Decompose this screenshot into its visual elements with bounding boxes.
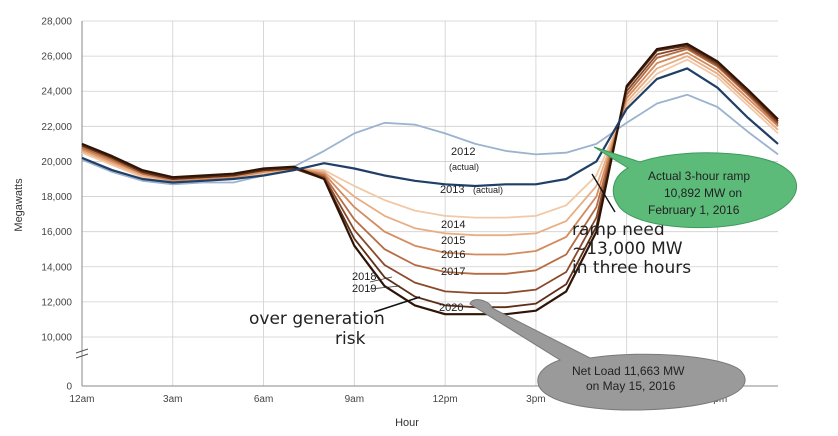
ramp-text-2: ~13,000 MW bbox=[572, 239, 683, 259]
label-2020: 2020 bbox=[439, 302, 463, 314]
y-tick-label: 18,000 bbox=[41, 192, 72, 203]
axis-break-mark bbox=[75, 348, 89, 354]
y-tick-label: 28,000 bbox=[41, 17, 72, 28]
overgen-text-1: over generation bbox=[249, 309, 385, 329]
y-tick-label: 24,000 bbox=[41, 87, 72, 98]
leader-2018 bbox=[369, 276, 393, 283]
label-2012: 2012 bbox=[451, 146, 475, 158]
label-2012-sub: (actual) bbox=[449, 162, 479, 172]
y-tick-label: 0 bbox=[66, 382, 72, 393]
gray-callout-text-1: Net Load 11,663 MW bbox=[572, 364, 685, 378]
y-tick-label: 20,000 bbox=[41, 157, 72, 168]
series-line-2019 bbox=[81, 44, 779, 309]
ramp-pointer bbox=[591, 173, 616, 213]
x-tick-label: 3am bbox=[163, 394, 182, 405]
x-tick-label: 9am bbox=[345, 394, 364, 405]
green-callout-text-2: 10,892 MW on bbox=[664, 186, 742, 200]
label-2019: 2019 bbox=[352, 283, 376, 295]
axes: 0 10,000 12,000 14,000 16,000 18,000 20,000 22,… bbox=[13, 17, 778, 429]
green-callout-text-3: February 1, 2016 bbox=[648, 203, 740, 217]
gray-callout-text-2: on May 15, 2016 bbox=[586, 379, 676, 393]
label-2015: 2015 bbox=[441, 235, 465, 247]
label-2014: 2014 bbox=[441, 219, 465, 231]
y-tick-label: 16,000 bbox=[41, 227, 72, 238]
series-line-2012 bbox=[81, 93, 779, 186]
label-2013: 2013 bbox=[440, 184, 464, 196]
x-tick-label: 6am bbox=[254, 394, 273, 405]
axis-break-mark bbox=[75, 353, 89, 359]
y-axis-title: Megawatts bbox=[13, 178, 25, 232]
green-callout bbox=[593, 146, 797, 229]
y-tick-label: 14,000 bbox=[41, 262, 72, 273]
annotations: over generation risk ramp need ~13,000 M… bbox=[249, 146, 797, 411]
series-line-2016 bbox=[81, 51, 779, 256]
x-tick-label: 12am bbox=[69, 394, 94, 405]
x-axis-title: Hour bbox=[395, 417, 419, 429]
series bbox=[81, 42, 779, 316]
series-line-2013 bbox=[81, 67, 779, 188]
overgen-text-2: risk bbox=[335, 329, 366, 349]
label-2016: 2016 bbox=[441, 249, 465, 261]
y-tick-label: 26,000 bbox=[41, 52, 72, 63]
gray-callout bbox=[469, 299, 746, 411]
leader-2019 bbox=[369, 285, 401, 290]
green-callout-text-1: Actual 3-hour ramp bbox=[648, 169, 750, 183]
series-labels: 2012 (actual) 2013 (actual) 2014 2015 20… bbox=[352, 146, 503, 314]
y-tick-label: 22,000 bbox=[41, 122, 72, 133]
x-tick-label: 3pm bbox=[526, 394, 545, 405]
label-2013-sub: (actual) bbox=[473, 185, 503, 195]
label-2018: 2018 bbox=[352, 271, 376, 283]
x-tick-label: 12pm bbox=[433, 394, 458, 405]
y-tick-label: 10,000 bbox=[41, 333, 72, 344]
label-2017: 2017 bbox=[441, 266, 465, 278]
y-tick-label: 12,000 bbox=[41, 297, 72, 308]
series-line-2020 bbox=[81, 42, 779, 316]
ramp-text-3: in three hours bbox=[572, 258, 691, 278]
overgen-pointer bbox=[373, 296, 421, 313]
ramp-text-1: ramp need bbox=[572, 220, 665, 240]
